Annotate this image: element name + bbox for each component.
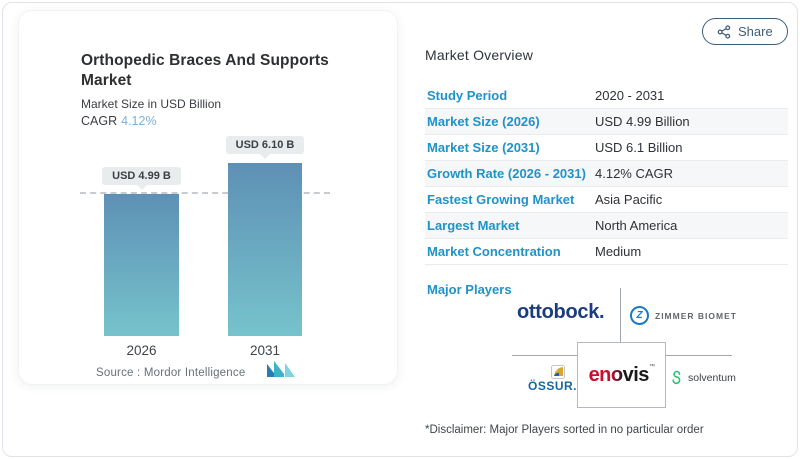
- bar-value-label-2031: USD 6.10 B: [225, 136, 305, 154]
- zimmer-biomet-wordmark: ZIMMER BIOMET: [655, 310, 737, 321]
- row-label: Market Size (2031): [427, 140, 540, 155]
- chart-title-line1: Orthopedic Braces And Supports: [81, 52, 329, 69]
- zimmer-biomet-logo: Z ZIMMER BIOMET: [630, 306, 737, 325]
- row-label: Growth Rate (2026 - 2031): [427, 166, 586, 181]
- share-icon: [717, 24, 731, 39]
- table-row-fastest-growing-market: Fastest Growing Market Asia Pacific: [425, 187, 788, 213]
- row-label: Study Period: [427, 88, 508, 103]
- zimmer-biomet-z-icon: Z: [630, 306, 649, 325]
- bar-group-2026: USD 4.99 B: [102, 167, 181, 336]
- enovis-wordmark: enovis™: [589, 364, 655, 387]
- x-axis-label-2026: 2026: [126, 343, 157, 358]
- table-row-market-size-2031: Market Size (2031) USD 6.1 Billion: [425, 135, 788, 161]
- table-row-growth-rate: Growth Rate (2026 - 2031) 4.12% CAGR: [425, 161, 788, 187]
- row-label: Market Size (2026): [427, 114, 540, 129]
- x-axis-label-2031: 2031: [249, 343, 281, 358]
- bar-2026: [104, 194, 179, 336]
- row-value: 4.12% CAGR: [595, 166, 674, 181]
- major-players-disclaimer: *Disclaimer: Major Players sorted in no …: [425, 424, 704, 436]
- reference-dashed-line: [80, 192, 330, 194]
- enovis-vis: vis: [622, 363, 650, 386]
- ottobock-logo: ottobock.: [517, 301, 605, 323]
- chart-title-line2: Market: [81, 72, 132, 90]
- row-label: Fastest Growing Market: [427, 192, 575, 207]
- row-label: Market Concentration: [427, 244, 561, 259]
- enovis-logo-box: enovis™: [577, 342, 666, 408]
- row-value: Asia Pacific: [595, 192, 663, 207]
- table-row-study-period: Study Period 2020 - 2031: [425, 83, 788, 109]
- market-chart-card: Orthopedic Braces And Supports Market Ma…: [18, 10, 398, 385]
- ossur-wordmark: ÖSSUR.: [528, 379, 578, 393]
- enovis-tm: ™: [648, 363, 655, 370]
- row-label: Largest Market: [427, 218, 520, 233]
- cagr-label: CAGR: [81, 114, 118, 128]
- mordor-intelligence-logo-icon: [267, 361, 295, 377]
- enovis-en: en: [588, 363, 612, 386]
- solventum-wordmark: solventum: [688, 371, 736, 384]
- bar-value-label-2026: USD 4.99 B: [102, 167, 181, 185]
- overview-table: Study Period 2020 - 2031 Market Size (20…: [425, 83, 788, 265]
- row-value: USD 6.1 Billion: [595, 140, 683, 155]
- table-row-market-size-2026: Market Size (2026) USD 4.99 Billion: [425, 109, 788, 135]
- chart-cagr: CAGR 4.12%: [81, 114, 157, 128]
- table-row-market-concentration: Market Concentration Medium: [425, 239, 788, 265]
- row-value: 2020 - 2031: [595, 88, 665, 103]
- major-players-label: Major Players: [427, 282, 512, 297]
- share-button[interactable]: Share: [702, 18, 788, 45]
- ossur-logo: ÖSSUR.: [528, 365, 584, 393]
- bar-chart-plot: USD 4.99 B USD 6.10 B: [80, 136, 330, 336]
- source-attribution: Source : Mordor Intelligence: [96, 367, 246, 379]
- chart-title: Orthopedic Braces And Supports Market: [81, 51, 361, 91]
- share-button-label: Share: [738, 24, 773, 39]
- chart-subtitle: Market Size in USD Billion: [81, 97, 222, 111]
- cagr-value: 4.12%: [121, 114, 157, 128]
- table-row-largest-market: Largest Market North America: [425, 213, 788, 239]
- solventum-logo: solventum: [669, 370, 736, 385]
- major-players-vertical-divider: [620, 288, 621, 342]
- row-value: USD 4.99 Billion: [595, 114, 690, 129]
- row-value: North America: [595, 218, 678, 233]
- row-value: Medium: [595, 244, 642, 259]
- bar-2031: [228, 163, 302, 336]
- enovis-o: o: [610, 363, 623, 386]
- bar-group-2031: USD 6.10 B: [225, 136, 305, 336]
- overview-heading: Market Overview: [425, 47, 534, 63]
- ossur-flag-icon: [551, 365, 565, 379]
- solventum-s-icon: [672, 370, 681, 385]
